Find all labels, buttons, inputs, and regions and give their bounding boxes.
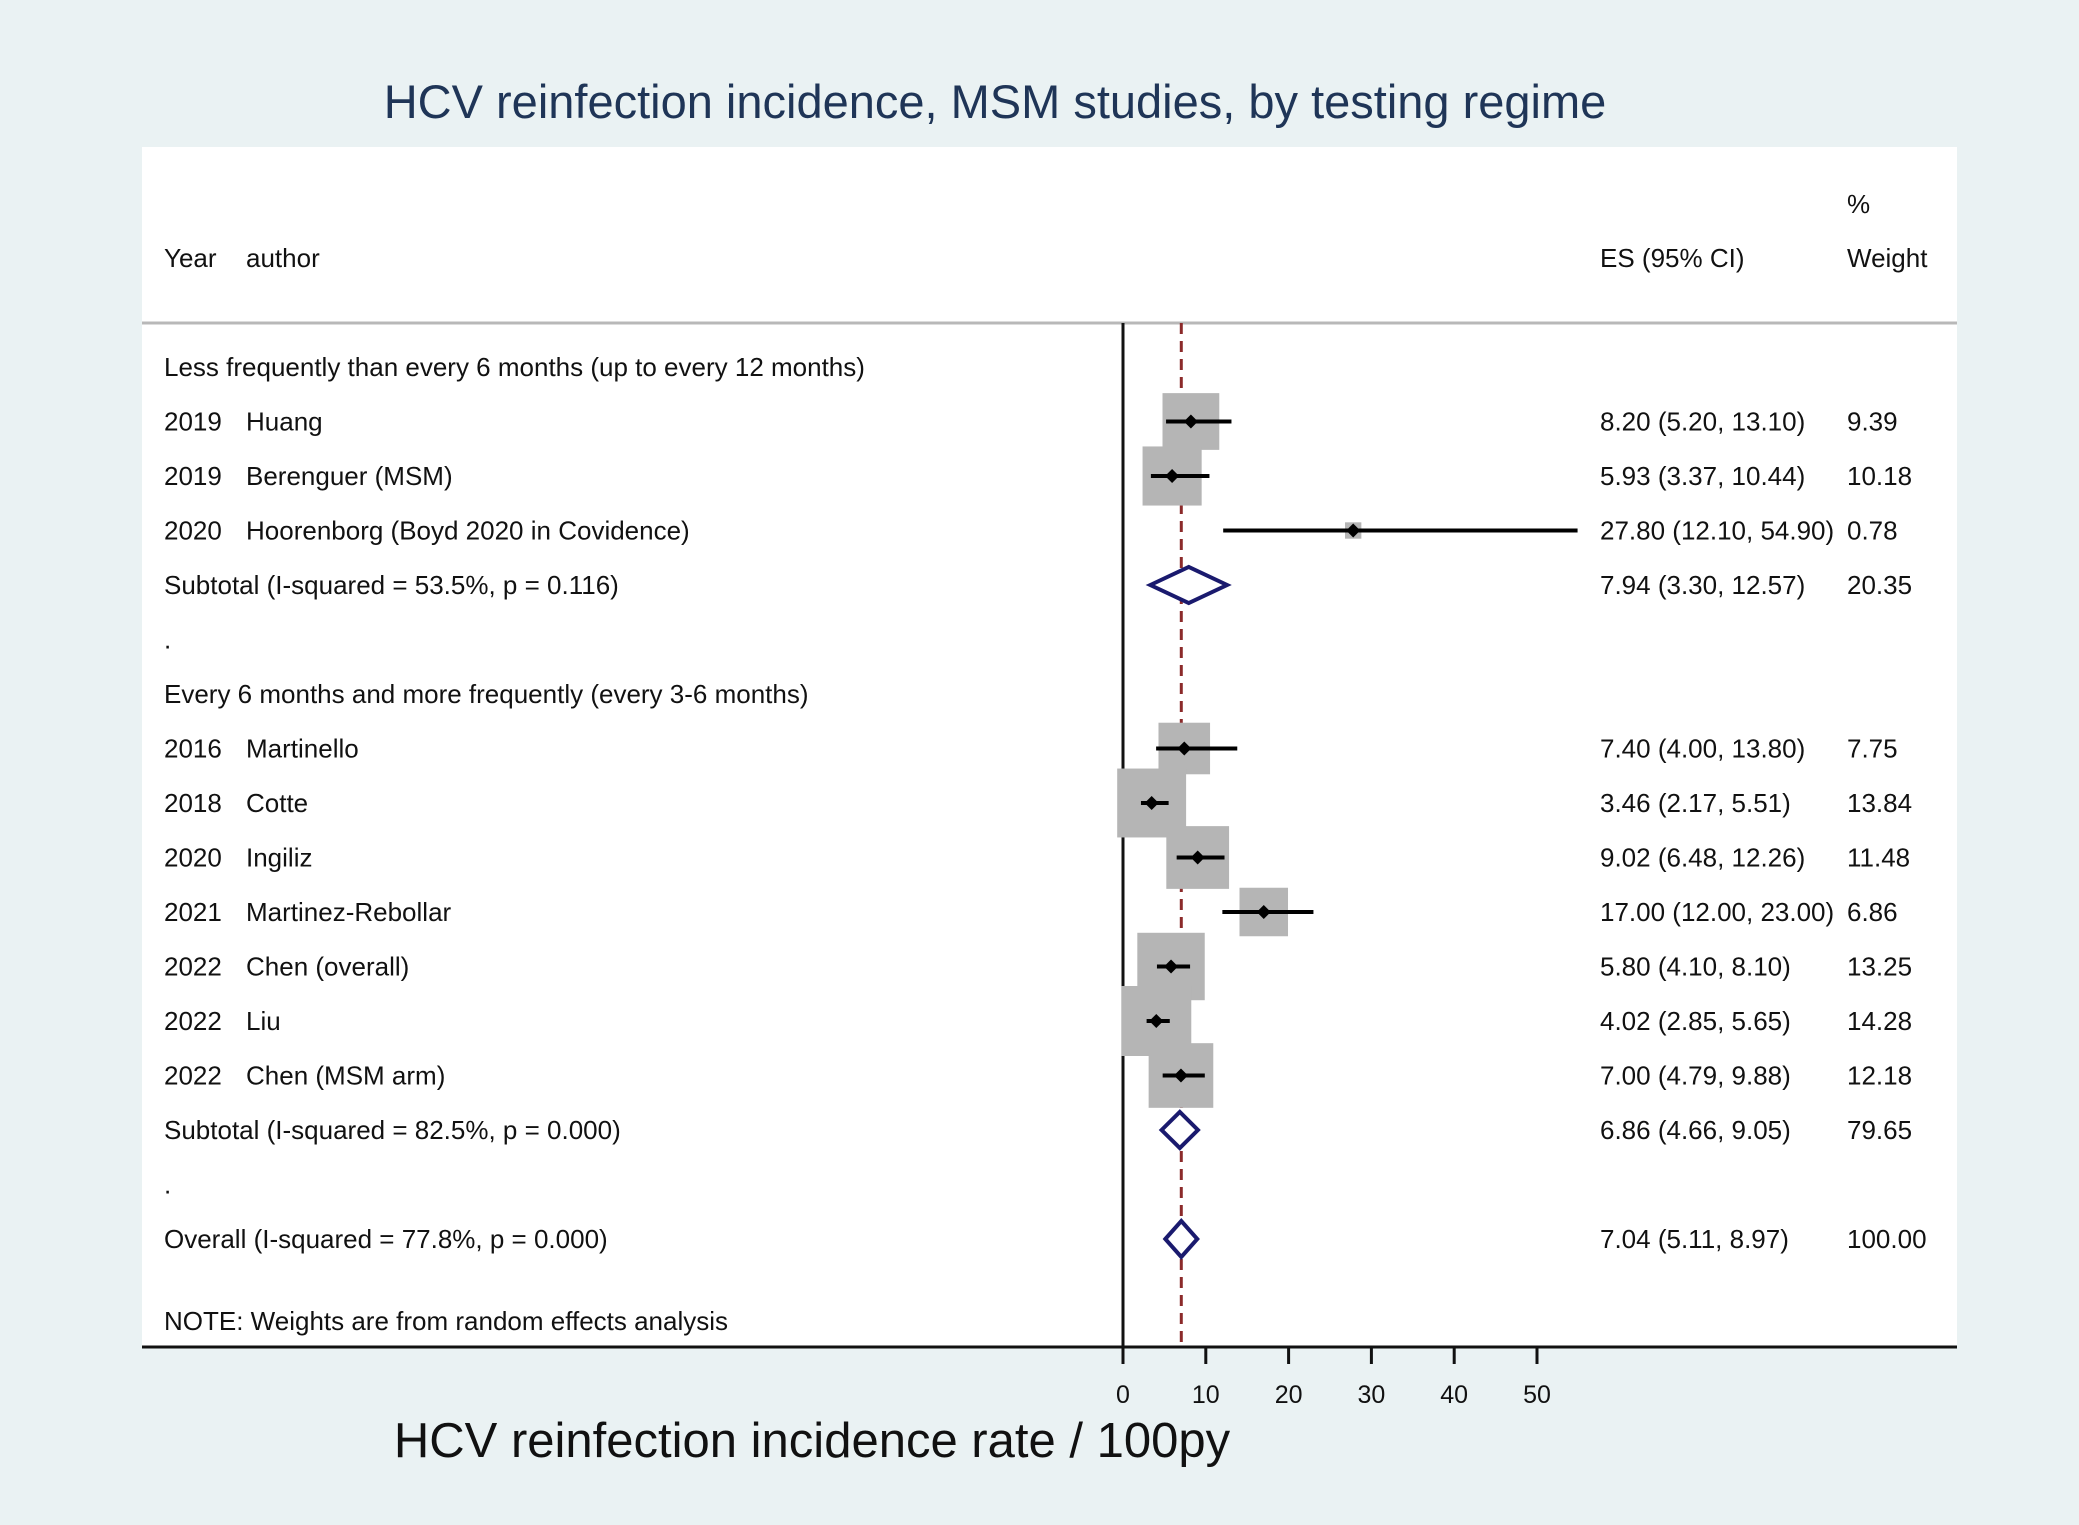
header-year: Year [164,243,217,273]
study-author: Huang [246,407,323,437]
study-weight-text: 6.86 [1847,897,1898,927]
study-author: Chen (overall) [246,952,409,982]
study-point [1183,414,1198,429]
study-es-text: 9.02 (6.48, 12.26) [1600,843,1805,873]
study-point [1165,469,1180,483]
study-author: Liu [246,1006,281,1036]
study-year: 2022 [164,1061,222,1091]
weights-note: NOTE: Weights are from random effects an… [164,1306,728,1336]
study-es-text: 17.00 (12.00, 23.00) [1600,897,1834,927]
header-weight: Weight [1847,243,1928,273]
study-weight-text: 10.18 [1847,461,1912,491]
study-es-text: 27.80 (12.10, 54.90) [1600,516,1834,546]
study-point [1177,741,1192,756]
x-axis: 0 10 20 30 40 50 [1116,1345,1551,1409]
study-year: 2016 [164,734,222,764]
study-year: 2020 [164,516,222,546]
group-label: Every 6 months and more frequently (ever… [164,679,809,709]
header-author: author [246,243,320,273]
group-separator: . [164,1170,171,1200]
chart-title: HCV reinfection incidence, MSM studies, … [384,75,1607,128]
study-point [1149,1014,1164,1028]
subtotal-diamond-label: Subtotal (I-squared = 53.5%, p = 0.116) [164,570,619,600]
study-year: 2019 [164,407,222,437]
plot-panel [142,147,1957,1347]
overall-diamond-label: Overall (I-squared = 77.8%, p = 0.000) [164,1224,608,1254]
x-tick-label: 10 [1192,1381,1220,1409]
study-point [1190,850,1205,865]
study-weight-text: 14.28 [1847,1006,1912,1036]
study-es-text: 8.20 (5.20, 13.10) [1600,407,1805,437]
x-axis-title: HCV reinfection incidence rate / 100py [394,1414,1231,1468]
study-author: Martinello [246,734,359,764]
study-year: 2022 [164,1006,222,1036]
overall-diamond-weight-text: 100.00 [1847,1224,1927,1254]
subtotal-diamond [1158,1109,1201,1151]
rows-layer: Less frequently than every 6 months (up … [164,323,1927,1347]
study-weight-text: 0.78 [1847,516,1898,546]
x-tick-label: 50 [1523,1381,1551,1409]
study-year: 2019 [164,461,222,491]
study-author: Hoorenborg (Boyd 2020 in Covidence) [246,516,690,546]
subtotal-diamond-weight-text: 20.35 [1847,570,1912,600]
header-es: ES (95% CI) [1600,243,1745,273]
group-label: Less frequently than every 6 months (up … [164,352,865,382]
x-tick-label: 20 [1275,1381,1303,1409]
study-author: Chen (MSM arm) [246,1061,445,1091]
study-es-text: 3.46 (2.17, 5.51) [1600,788,1791,818]
study-weight-text: 13.84 [1847,788,1912,818]
study-weight-text: 12.18 [1847,1061,1912,1091]
subtotal-diamond-label: Subtotal (I-squared = 82.5%, p = 0.000) [164,1115,621,1145]
study-year: 2022 [164,952,222,982]
study-author: Cotte [246,788,308,818]
study-es-text: 5.93 (3.37, 10.44) [1600,461,1805,491]
study-author: Ingiliz [246,843,312,873]
subtotal-diamond [1145,564,1232,606]
x-tick-label: 40 [1440,1381,1468,1409]
study-year: 2021 [164,897,222,927]
study-point [1256,905,1271,919]
study-year: 2020 [164,843,222,873]
overall-diamond-es-text: 7.04 (5.11, 8.97) [1600,1224,1789,1254]
study-point [1346,523,1361,538]
study-point [1164,959,1179,974]
subtotal-diamond-weight-text: 79.65 [1847,1115,1912,1145]
study-es-text: 7.40 (4.00, 13.80) [1600,734,1805,764]
study-weight-text: 11.48 [1847,843,1910,873]
study-author: Berenguer (MSM) [246,461,453,491]
subtotal-diamond-es-text: 7.94 (3.30, 12.57) [1600,570,1805,600]
study-year: 2018 [164,788,222,818]
study-weight-text: 9.39 [1847,407,1898,437]
study-weight-text: 7.75 [1847,734,1898,764]
group-separator: . [164,625,171,655]
overall-diamond [1162,1217,1200,1261]
study-point [1144,796,1159,810]
study-es-text: 7.00 (4.79, 9.88) [1600,1061,1791,1091]
x-tick-label: 0 [1116,1381,1130,1409]
study-author: Martinez-Rebollar [246,897,452,927]
study-es-text: 4.02 (2.85, 5.65) [1600,1006,1791,1036]
study-es-text: 5.80 (4.10, 8.10) [1600,952,1791,982]
header-weight-percent: % [1847,189,1870,219]
study-point [1173,1068,1188,1083]
subtotal-diamond-es-text: 6.86 (4.66, 9.05) [1600,1115,1791,1145]
x-tick-label: 30 [1357,1381,1385,1409]
study-weight-text: 13.25 [1847,952,1912,982]
